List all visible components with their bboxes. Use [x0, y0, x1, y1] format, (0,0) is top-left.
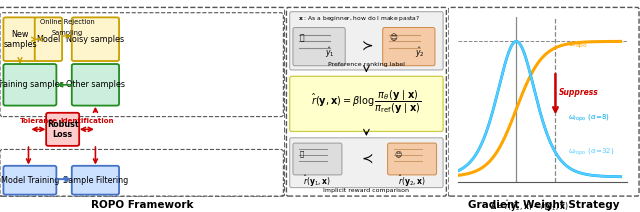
- Text: Sampling: Sampling: [51, 30, 83, 36]
- Text: 😤: 😤: [300, 150, 304, 157]
- FancyBboxPatch shape: [3, 17, 36, 61]
- Text: $\hat{y}_2$: $\hat{y}_2$: [415, 45, 424, 60]
- Text: $\hat{r}(\mathbf{y}_1,\mathbf{x})$: $\hat{r}(\mathbf{y}_1,\mathbf{x})$: [303, 174, 332, 189]
- Text: $\hat{r}(\mathbf{y}_2,\mathbf{x})$: $\hat{r}(\mathbf{y}_2,\mathbf{x})$: [398, 174, 426, 189]
- Text: $\omega_{\mathrm{ropo}}\ (\alpha\!=\!32)$: $\omega_{\mathrm{ropo}}\ (\alpha\!=\!32)…: [568, 147, 614, 158]
- Text: 😊: 😊: [394, 150, 401, 157]
- FancyBboxPatch shape: [72, 17, 119, 61]
- Text: $\succ$: $\succ$: [359, 40, 374, 54]
- FancyBboxPatch shape: [388, 143, 436, 175]
- Text: ROPO Framework: ROPO Framework: [91, 199, 194, 210]
- Text: 😤: 😤: [300, 34, 304, 43]
- Text: $\omega_{\mathrm{dpo}}$: $\omega_{\mathrm{dpo}}$: [568, 40, 588, 51]
- FancyBboxPatch shape: [448, 7, 639, 196]
- Text: Model: Model: [36, 35, 61, 44]
- Text: $\hat{y}_1$: $\hat{y}_1$: [325, 45, 335, 60]
- Text: Sample Filtering: Sample Filtering: [63, 176, 128, 185]
- FancyBboxPatch shape: [290, 12, 443, 70]
- Text: $\omega_{\mathrm{ropo}}\ (\alpha\!=\!8)$: $\omega_{\mathrm{ropo}}\ (\alpha\!=\!8)$: [568, 113, 610, 124]
- Text: Identification: Identification: [60, 118, 114, 124]
- FancyBboxPatch shape: [72, 64, 119, 106]
- FancyBboxPatch shape: [290, 76, 443, 131]
- Text: $\mathbf{x}$ : As a beginner, how do I make pasta?: $\mathbf{x}$ : As a beginner, how do I m…: [298, 14, 420, 22]
- FancyBboxPatch shape: [0, 13, 284, 117]
- FancyBboxPatch shape: [0, 7, 285, 196]
- Text: Preference ranking label: Preference ranking label: [328, 62, 405, 67]
- Text: Suppress: Suppress: [559, 88, 599, 97]
- Text: Online Rejection: Online Rejection: [40, 19, 94, 25]
- FancyBboxPatch shape: [293, 143, 342, 175]
- FancyBboxPatch shape: [383, 28, 435, 66]
- Text: Tolerance: Tolerance: [19, 118, 58, 124]
- Text: New
samples: New samples: [3, 29, 36, 49]
- Text: 😊: 😊: [389, 34, 397, 43]
- Text: $\prec$: $\prec$: [359, 152, 374, 166]
- FancyBboxPatch shape: [293, 28, 345, 66]
- FancyBboxPatch shape: [0, 149, 284, 196]
- Text: Implicit reward comparison: Implicit reward comparison: [323, 188, 410, 193]
- FancyBboxPatch shape: [3, 64, 56, 106]
- Text: Gradient Weight Strategy: Gradient Weight Strategy: [468, 199, 620, 210]
- FancyBboxPatch shape: [46, 113, 79, 146]
- Text: $\Delta=\hat{r}(\mathbf{y}_2,\mathbf{x})-\hat{r}(\mathbf{y}_1,\mathbf{x})$: $\Delta=\hat{r}(\mathbf{y}_2,\mathbf{x})…: [490, 199, 568, 212]
- Text: Noisy samples: Noisy samples: [67, 35, 124, 44]
- Text: Training samples: Training samples: [0, 80, 64, 89]
- FancyBboxPatch shape: [72, 166, 119, 195]
- Text: Model Training: Model Training: [1, 176, 59, 185]
- Text: Other samples: Other samples: [66, 80, 125, 89]
- FancyBboxPatch shape: [287, 7, 446, 196]
- FancyBboxPatch shape: [290, 138, 443, 188]
- FancyBboxPatch shape: [35, 17, 62, 61]
- Text: $\hat{r}(\mathbf{y},\mathbf{x})=\beta\log\dfrac{\pi_{\theta}(\mathbf{y}\mid\math: $\hat{r}(\mathbf{y},\mathbf{x})=\beta\lo…: [311, 89, 422, 116]
- FancyBboxPatch shape: [3, 166, 56, 195]
- Text: Robust
Loss: Robust Loss: [47, 120, 79, 139]
